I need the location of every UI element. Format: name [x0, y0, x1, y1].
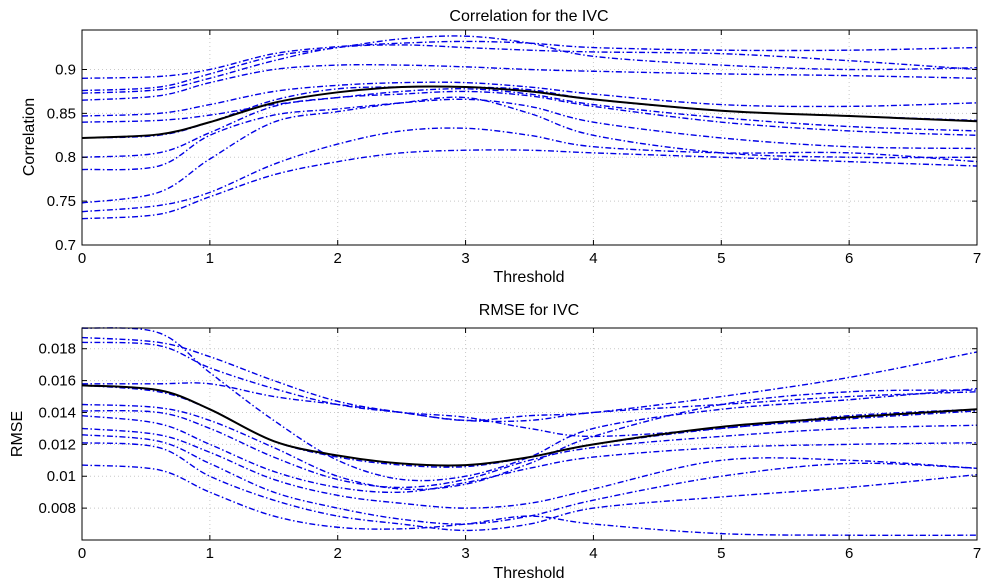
y-tick-label: 0.018: [38, 341, 76, 358]
x-tick-label: 2: [334, 545, 342, 562]
grid: [82, 328, 977, 540]
series-line-8: [81, 414, 978, 494]
series-line-3: [81, 44, 978, 94]
x-tick-label: 6: [845, 250, 853, 267]
y-tick-label: 0.014: [38, 404, 76, 421]
series-line-1: [81, 327, 978, 482]
series-line-12: [81, 464, 978, 537]
series-line-2: [81, 35, 978, 92]
x-tick-label: 5: [717, 545, 725, 562]
x-tick-label: 4: [589, 545, 597, 562]
series-lines: [81, 327, 978, 537]
series-line-9: [81, 427, 978, 509]
plot-frame: [81, 29, 978, 246]
rmse-chart: RMSE for IVC 0 1 2 3 4 5 6 7 0.008 0.01 0.012 0.014…: [9, 302, 981, 582]
y-tick-label: 0.012: [38, 436, 76, 453]
series-line-7: [81, 409, 978, 489]
y-tick-label: 0.01: [47, 468, 76, 485]
mean-line: [81, 85, 978, 139]
series-line-8: [81, 90, 978, 158]
series-line-1: [81, 40, 978, 79]
x-tick-label: 7: [973, 250, 981, 267]
y-tick-label: 0.7: [55, 237, 76, 254]
plot-frame: [81, 327, 978, 541]
x-tick-label: 1: [206, 250, 214, 267]
y-tick-label: 0.016: [38, 373, 76, 390]
series-line-9: [81, 98, 978, 171]
ticks: 0 1 2 3 4 5 6 7 0.7 0.75 0.8 0.85 0.9: [47, 30, 981, 267]
series-line-10: [81, 96, 978, 204]
series-line-10: [81, 434, 978, 525]
mean-line: [81, 384, 978, 467]
y-tick-label: 0.008: [38, 500, 76, 517]
x-tick-label: 0: [78, 545, 86, 562]
x-tick-label: 4: [589, 250, 597, 267]
x-tick-label: 1: [206, 545, 214, 562]
series-line-5: [81, 81, 978, 117]
series-line-12: [81, 149, 978, 220]
grid: [82, 30, 977, 245]
series-lines: [81, 35, 978, 220]
y-tick-label: 0.75: [47, 193, 76, 210]
x-tick-label: 3: [461, 250, 469, 267]
ticks: 0 1 2 3 4 5 6 7 0.008 0.01 0.012 0.014 0.016 0.018: [38, 328, 981, 562]
series-line-4: [81, 351, 978, 422]
y-axis-label: Correlation: [21, 98, 38, 176]
series-line-11: [81, 127, 978, 213]
chart-title: Correlation for the IVC: [449, 8, 608, 25]
series-line-6: [81, 389, 978, 491]
x-tick-label: 2: [334, 250, 342, 267]
y-axis-label: RMSE: [9, 411, 26, 457]
correlation-chart: Correlation for the IVC 0 1 2 3 4 5 6 70.70.750…: [21, 8, 981, 286]
y-tick-label: 0.85: [47, 105, 76, 122]
series-line-4: [81, 64, 978, 101]
y-tick-label: 0.9: [55, 61, 76, 78]
x-tick-label: 7: [973, 545, 981, 562]
x-axis-label: Threshold: [493, 565, 564, 582]
x-tick-label: 0: [78, 250, 86, 267]
x-tick-label: 5: [717, 250, 725, 267]
x-tick-label: 6: [845, 545, 853, 562]
series-line-5: [81, 384, 978, 468]
x-tick-label: 3: [461, 545, 469, 562]
chart-title: RMSE for IVC: [479, 302, 579, 319]
series-line-2: [81, 336, 978, 423]
x-axis-label: Threshold: [493, 269, 564, 286]
y-tick-label: 0.8: [55, 149, 76, 166]
series-line-11: [81, 442, 978, 532]
series-line-7: [81, 88, 978, 132]
series-line-3: [81, 341, 978, 438]
